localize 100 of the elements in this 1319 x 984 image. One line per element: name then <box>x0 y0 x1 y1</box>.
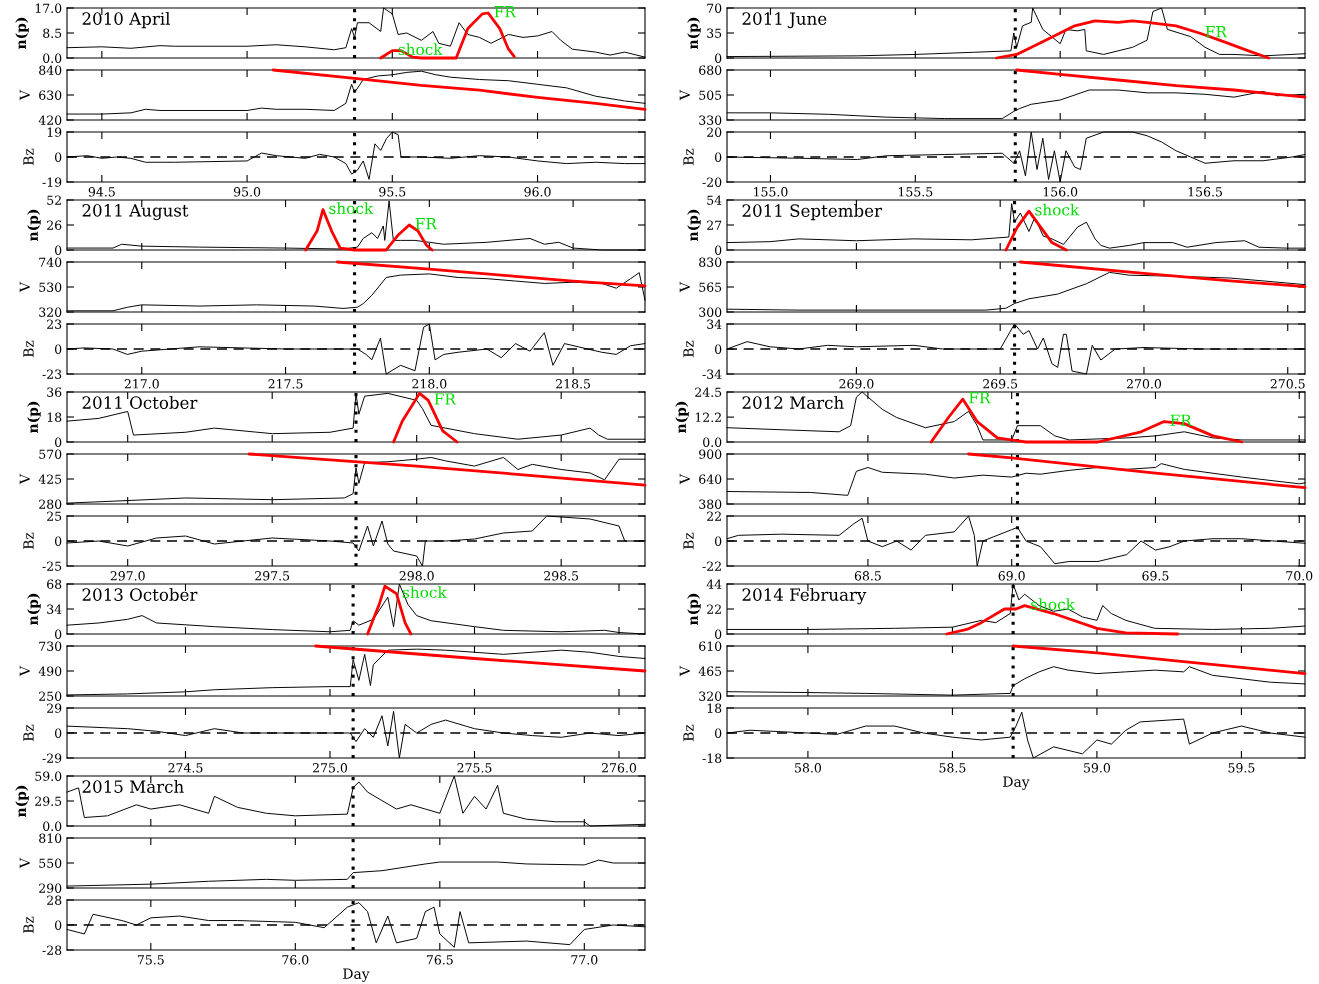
y-tick-label: 0 <box>55 629 62 639</box>
y-axis-title: Bz <box>683 340 694 357</box>
x-tick-label: 58.0 <box>795 763 822 773</box>
y-tick-label: 18 <box>707 703 722 713</box>
y-tick-label: 25 <box>47 511 62 521</box>
x-tick-label: 270.5 <box>1270 379 1305 389</box>
y-axis-title: n(p) <box>675 401 689 433</box>
y-axis-title: V <box>19 857 30 869</box>
y-axis-title: n(p) <box>687 17 701 49</box>
y-axis-title: Bz <box>23 340 34 357</box>
x-tick-label: 274.5 <box>168 763 203 773</box>
y-tick-label: 610 <box>699 641 722 651</box>
annotation: FR <box>1205 26 1228 38</box>
annotation: shock <box>1035 203 1080 216</box>
y-axis-title: Bz <box>683 724 694 741</box>
y-tick-label: 0.0 <box>703 437 722 447</box>
y-tick-label: 465 <box>698 666 722 676</box>
y-tick-label: 630 <box>39 90 62 100</box>
y-tick-label: 8.5 <box>43 28 62 38</box>
y-tick-label: 68 <box>47 579 62 589</box>
x-tick-label: 76.0 <box>282 955 309 965</box>
y-tick-label: 290 <box>39 883 62 893</box>
y-axis-title: V <box>679 281 690 293</box>
y-tick-label: 320 <box>39 307 62 317</box>
y-axis-title: Bz <box>23 148 34 165</box>
x-tick-label: 95.0 <box>233 187 261 197</box>
y-tick-label: -28 <box>42 945 62 955</box>
y-tick-label: 59.0 <box>35 771 62 781</box>
x-axis-title: Day <box>343 968 370 982</box>
y-axis-title: n(p) <box>27 593 41 625</box>
y-tick-label: 0 <box>715 728 722 738</box>
x-tick-label: 269.0 <box>839 379 874 389</box>
y-tick-label: 550 <box>39 858 62 868</box>
y-tick-label: 810 <box>39 833 62 843</box>
y-tick-label: 23 <box>47 319 62 329</box>
y-axis-title: V <box>19 665 30 677</box>
x-tick-label: 70.0 <box>1286 571 1313 581</box>
x-tick-label: 59.5 <box>1228 763 1255 773</box>
y-tick-label: -22 <box>702 561 721 571</box>
annotation: FR <box>434 393 457 405</box>
y-tick-label: -34 <box>702 369 722 379</box>
y-tick-label: 490 <box>38 666 62 676</box>
y-tick-label: 0 <box>55 344 62 354</box>
y-tick-label: 24.5 <box>695 387 722 397</box>
y-tick-label: 36 <box>47 387 62 397</box>
y-tick-label: 0 <box>715 536 722 546</box>
y-tick-label: 70 <box>707 3 722 13</box>
x-tick-label: 59.0 <box>1084 763 1111 773</box>
y-tick-label: 17.0 <box>35 3 62 13</box>
y-tick-label: 44 <box>706 579 722 589</box>
y-tick-label: 530 <box>39 282 62 292</box>
y-axis-title: V <box>19 473 30 485</box>
y-tick-label: 29 <box>47 703 62 713</box>
y-axis-title: Bz <box>683 148 694 165</box>
y-tick-label: 22 <box>707 511 721 521</box>
y-axis-title: V <box>679 89 690 101</box>
y-tick-label: 0 <box>715 53 722 63</box>
x-tick-label: 156.5 <box>1188 187 1222 197</box>
y-tick-label: 29.5 <box>35 796 62 806</box>
y-axis-title: Bz <box>23 916 34 933</box>
x-tick-label: 217.0 <box>124 379 159 389</box>
x-tick-label: 77.0 <box>571 955 598 965</box>
y-axis-title: n(p) <box>15 17 29 49</box>
y-tick-label: 570 <box>39 449 62 459</box>
x-tick-label: 69.5 <box>1142 571 1169 581</box>
y-axis-title: V <box>679 665 690 677</box>
y-tick-label: 840 <box>39 65 62 75</box>
y-axis-title: Bz <box>23 532 34 549</box>
chart-title: 2011 August <box>82 204 189 221</box>
chart-title: 2011 June <box>742 12 827 29</box>
y-tick-label: 54 <box>707 195 722 205</box>
y-tick-label: 19 <box>47 127 62 137</box>
y-tick-label: 730 <box>39 641 62 651</box>
x-tick-label: 270.0 <box>1126 379 1162 389</box>
x-tick-label: 68.5 <box>854 571 881 581</box>
y-axis-title: n(p) <box>687 209 701 241</box>
x-tick-label: 276.0 <box>601 763 637 773</box>
chart-title: 2014 February <box>742 588 867 605</box>
y-tick-label: 20 <box>707 127 722 137</box>
y-tick-label: -29 <box>42 753 62 763</box>
annotation: FR <box>969 392 991 404</box>
y-axis-title: n(p) <box>15 785 29 817</box>
x-tick-label: 75.5 <box>137 955 164 965</box>
y-tick-label: 0 <box>55 920 62 930</box>
y-axis-title: V <box>19 89 30 101</box>
y-axis-title: n(p) <box>27 209 41 241</box>
y-tick-label: 26 <box>47 220 62 230</box>
annotation: FR <box>415 218 438 230</box>
y-tick-label: 330 <box>699 115 722 125</box>
y-tick-label: 12.2 <box>695 412 721 423</box>
chart-title: 2015 March <box>82 780 184 793</box>
y-tick-label: 640 <box>699 474 722 484</box>
y-axis-title: Bz <box>23 724 34 741</box>
y-tick-label: 320 <box>699 691 722 701</box>
y-tick-label: 28 <box>47 895 62 905</box>
x-tick-label: 218.5 <box>556 379 591 389</box>
annotation: shock <box>329 202 374 215</box>
y-tick-label: 34 <box>47 604 62 614</box>
y-tick-label: 27 <box>707 220 722 230</box>
y-tick-label: 52 <box>47 195 61 205</box>
